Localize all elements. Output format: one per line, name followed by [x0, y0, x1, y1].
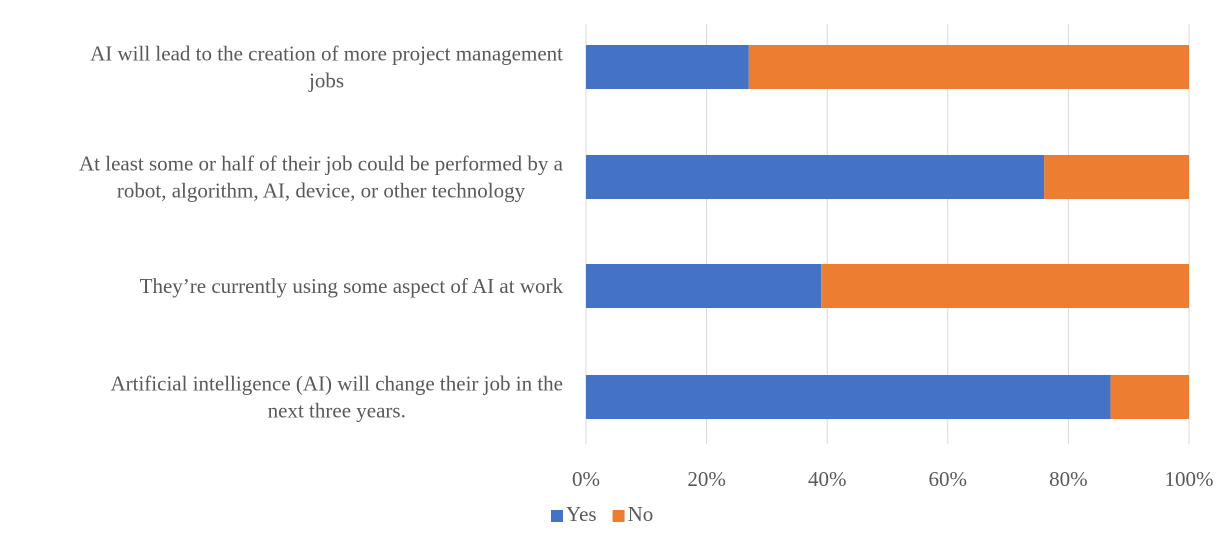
x-tick-label-2: 40% [808, 467, 847, 491]
x-tick-label-4: 80% [1049, 467, 1088, 491]
category-labels: AI will lead to the creation of more pro… [79, 42, 564, 423]
category-label-3-line-0: Artificial intelligence (AI) will change… [110, 372, 563, 396]
bar-yes-1 [586, 155, 1045, 199]
bar-yes-0 [586, 45, 749, 89]
x-tick-label-0: 0% [572, 467, 600, 491]
legend-label-yes: Yes [566, 502, 597, 526]
bar-no-2 [821, 264, 1189, 308]
bar-yes-3 [586, 375, 1111, 419]
bar-no-0 [748, 45, 1189, 89]
bar-no-1 [1044, 155, 1189, 199]
x-tick-label-5: 100% [1165, 467, 1214, 491]
category-label-1-line-0: At least some or half of their job could… [79, 152, 564, 176]
category-label-2-line-0: They’re currently using some aspect of A… [140, 274, 564, 298]
category-label-1-line-1: robot, algorithm, AI, device, or other t… [117, 179, 526, 203]
legend-label-no: No [628, 502, 654, 526]
legend: Yes No [551, 502, 653, 526]
bar-no-3 [1110, 375, 1189, 419]
gridlines [585, 24, 1190, 444]
category-label-0-line-1: jobs [308, 69, 344, 93]
category-label-3-line-1: next three years. [268, 399, 406, 423]
x-tick-label-3: 60% [929, 467, 968, 491]
bar-yes-2 [586, 264, 822, 308]
legend-swatch-yes [551, 510, 563, 522]
category-label-0-line-0: AI will lead to the creation of more pro… [90, 42, 563, 66]
x-axis-tick-labels: 0% 20% 40% 60% 80% 100% [572, 467, 1214, 491]
bars [586, 45, 1189, 419]
x-tick-label-1: 20% [687, 467, 726, 491]
legend-swatch-no [612, 510, 625, 522]
